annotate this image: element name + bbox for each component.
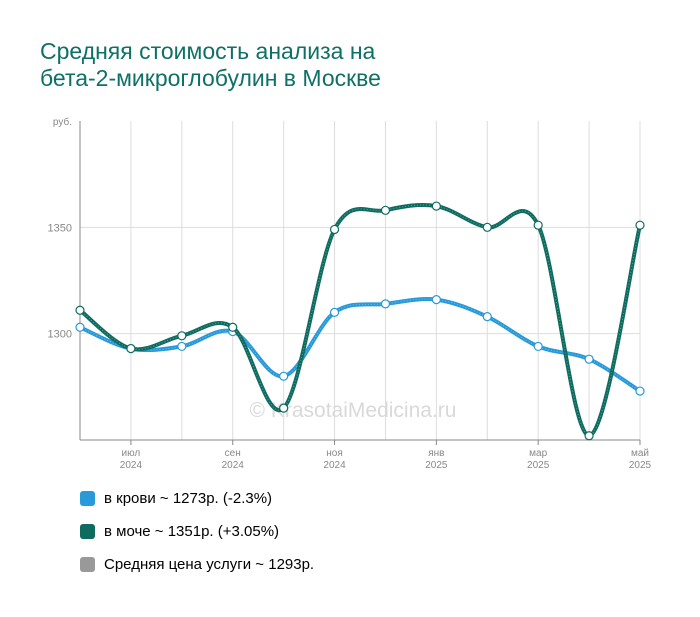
data-point-blood [482,312,492,322]
data-point-blood [279,371,289,381]
data-point-blood [177,341,187,352]
series-line-blood [78,297,642,394]
x-tick-label-month: июл [122,448,141,459]
data-point-urine [279,403,289,413]
legend-label-urine: в моче ~ 1351р. (+3.05%) [104,522,280,540]
legend-item-urine[interactable]: в моче ~ 1351р. (+3.05%) [80,521,314,541]
data-point-urine [126,343,136,354]
data-point-urine [228,322,238,332]
data-point-blood [329,307,340,317]
data-point-blood [533,341,543,352]
legend-swatch-blood [80,490,95,506]
x-tick-label-year: 2025 [425,460,448,471]
data-point-blood [431,295,441,305]
series-line-texture-urine [79,204,641,437]
x-tick-label-month: сен [225,448,241,459]
y-tick-label: 1350 [48,222,72,234]
x-tick-label-year: 2024 [222,460,245,471]
data-point-blood [75,322,85,332]
series-line-urine [78,202,642,438]
x-tick-label-month: янв [428,448,444,459]
data-point-blood [635,386,645,396]
x-tick-label-year: 2024 [120,460,143,471]
legend-label-blood: в крови ~ 1273р. (-2.3%) [104,489,273,507]
y-tick-label: 1300 [48,329,72,341]
data-point-blood [380,299,391,309]
chart-title: Средняя стоимость анализа на бета-2-микр… [40,38,640,92]
legend-swatch-average [80,556,95,572]
x-tick-label-month: мар [529,448,547,459]
watermark: © KrasotaiMedicina.ru [250,399,457,422]
data-point-urine [177,331,187,341]
legend-label-average: Средняя цена услуги ~ 1293р. [104,555,315,573]
data-point-blood [584,354,594,364]
data-point-urine [75,305,85,315]
x-tick-label-month: май [631,448,649,459]
data-point-urine [584,431,594,441]
legend: в крови ~ 1273р. (-2.3%) в моче ~ 1351р.… [80,488,314,587]
legend-swatch-urine [80,523,95,539]
legend-item-average[interactable]: Средняя цена услуги ~ 1293р. [80,554,314,574]
y-axis-unit-label: руб. [53,116,72,128]
x-tick-label-year: 2025 [527,460,550,471]
x-tick-label-year: 2024 [323,460,346,471]
data-point-urine [380,205,391,215]
chart-title-line-1: Средняя стоимость анализа на [40,38,376,64]
chart-title-line-2: бета-2-микроглобулин в Москве [40,65,381,91]
legend-item-blood[interactable]: в крови ~ 1273р. (-2.3%) [80,488,314,508]
data-point-urine [431,201,441,211]
x-tick-label-month: ноя [326,448,343,459]
data-point-urine [329,224,340,235]
data-point-urine [635,220,645,230]
data-point-urine [533,220,543,230]
line-chart: 13001350руб.июл2024сен2024ноя2024янв2025… [48,116,652,471]
x-tick-label-year: 2025 [629,460,652,471]
series-line-texture-blood [79,298,641,392]
data-point-urine [482,222,492,232]
